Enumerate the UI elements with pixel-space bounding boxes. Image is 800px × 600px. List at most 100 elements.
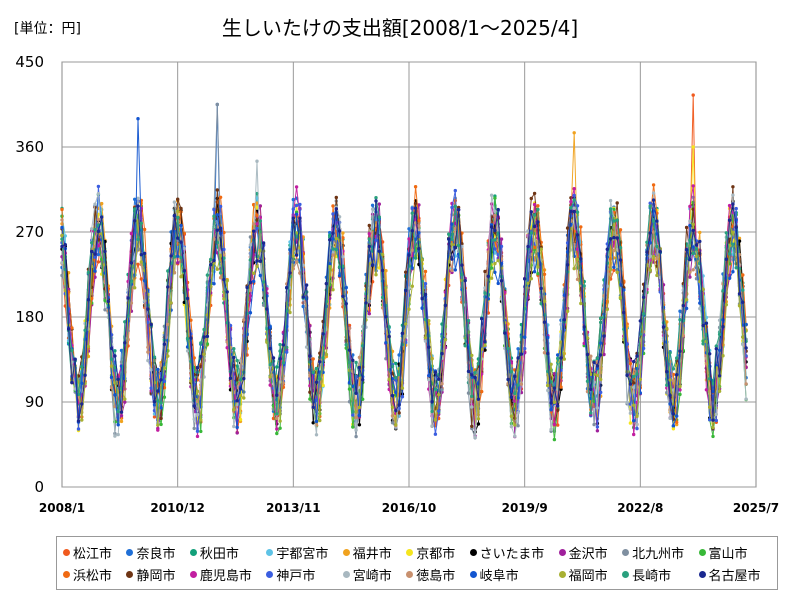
data-point	[727, 252, 732, 256]
data-point	[255, 159, 259, 163]
data-point	[496, 281, 500, 286]
legend-label: 静岡市	[136, 569, 176, 584]
data-point	[308, 324, 312, 328]
data-point	[559, 322, 563, 327]
data-point	[694, 243, 699, 247]
data-point	[242, 396, 246, 400]
data-point	[76, 427, 81, 431]
data-point	[142, 262, 147, 266]
data-point	[443, 338, 448, 342]
data-point	[417, 224, 421, 228]
data-point	[218, 204, 223, 209]
data-point	[90, 241, 94, 245]
data-point	[450, 242, 454, 246]
data-point	[552, 422, 557, 427]
data-point	[618, 283, 623, 287]
data-point	[549, 408, 553, 412]
data-point	[397, 411, 401, 415]
data-point	[185, 296, 190, 301]
data-point	[737, 292, 742, 296]
data-point	[721, 325, 725, 329]
data-point	[225, 346, 229, 350]
data-point	[678, 349, 682, 353]
legend-item: 奈良市	[126, 543, 185, 562]
data-point	[675, 414, 679, 418]
data-point	[109, 364, 114, 368]
data-point	[331, 237, 335, 241]
data-point	[169, 301, 173, 305]
data-point	[509, 414, 514, 418]
y-tick-label: 180	[15, 308, 44, 326]
data-point	[410, 229, 414, 233]
data-point	[437, 392, 441, 397]
data-point	[546, 383, 550, 388]
x-tick-label: 2008/1	[39, 501, 85, 515]
data-point	[60, 218, 64, 222]
data-point	[268, 325, 272, 330]
data-point	[235, 431, 239, 435]
data-point	[493, 228, 497, 233]
data-point	[526, 244, 530, 249]
data-point	[76, 419, 81, 423]
data-point	[466, 369, 471, 374]
data-point	[328, 265, 332, 269]
data-point	[245, 285, 249, 290]
data-point	[410, 206, 414, 210]
data-point	[615, 236, 619, 240]
data-point	[212, 258, 216, 263]
data-point	[301, 295, 305, 299]
data-point	[483, 348, 487, 352]
data-point	[384, 269, 388, 273]
data-point	[506, 346, 510, 351]
data-point	[493, 261, 497, 266]
data-point	[83, 328, 87, 332]
data-point	[499, 279, 504, 283]
legend-label: 福井市	[352, 547, 392, 562]
data-point	[671, 427, 676, 431]
data-point	[612, 219, 616, 223]
data-point	[394, 423, 398, 427]
data-point	[288, 240, 292, 244]
data-point	[731, 270, 735, 274]
data-point	[741, 273, 745, 277]
data-point	[242, 376, 246, 381]
data-point	[595, 429, 600, 433]
data-point	[347, 326, 352, 330]
data-point	[556, 353, 560, 357]
data-point	[113, 365, 117, 370]
legend-item: 神戸市	[266, 565, 338, 584]
data-point	[347, 323, 352, 328]
data-point	[632, 419, 636, 423]
data-point	[427, 319, 431, 323]
data-point	[311, 421, 315, 425]
data-point	[123, 341, 127, 345]
data-point	[651, 254, 656, 259]
data-point	[182, 246, 186, 251]
data-point	[665, 383, 669, 387]
data-point	[532, 202, 537, 207]
data-point	[357, 405, 362, 409]
data-point	[119, 410, 124, 414]
data-point	[585, 352, 590, 357]
data-point	[546, 388, 550, 393]
data-point	[684, 306, 689, 311]
data-point	[513, 391, 517, 396]
data-point	[354, 415, 358, 420]
data-point	[688, 238, 692, 242]
data-point	[156, 367, 160, 372]
data-point	[470, 397, 474, 401]
data-point	[615, 201, 619, 205]
data-point	[113, 434, 117, 438]
data-point	[377, 215, 381, 219]
data-point	[556, 423, 560, 427]
data-point	[632, 403, 636, 407]
data-point	[100, 215, 104, 219]
data-point	[651, 219, 656, 223]
data-point	[195, 412, 200, 417]
data-point	[275, 393, 279, 397]
data-point	[374, 199, 378, 203]
data-point	[212, 282, 216, 286]
data-point	[73, 357, 77, 361]
data-point	[632, 432, 636, 437]
data-point	[298, 202, 302, 207]
